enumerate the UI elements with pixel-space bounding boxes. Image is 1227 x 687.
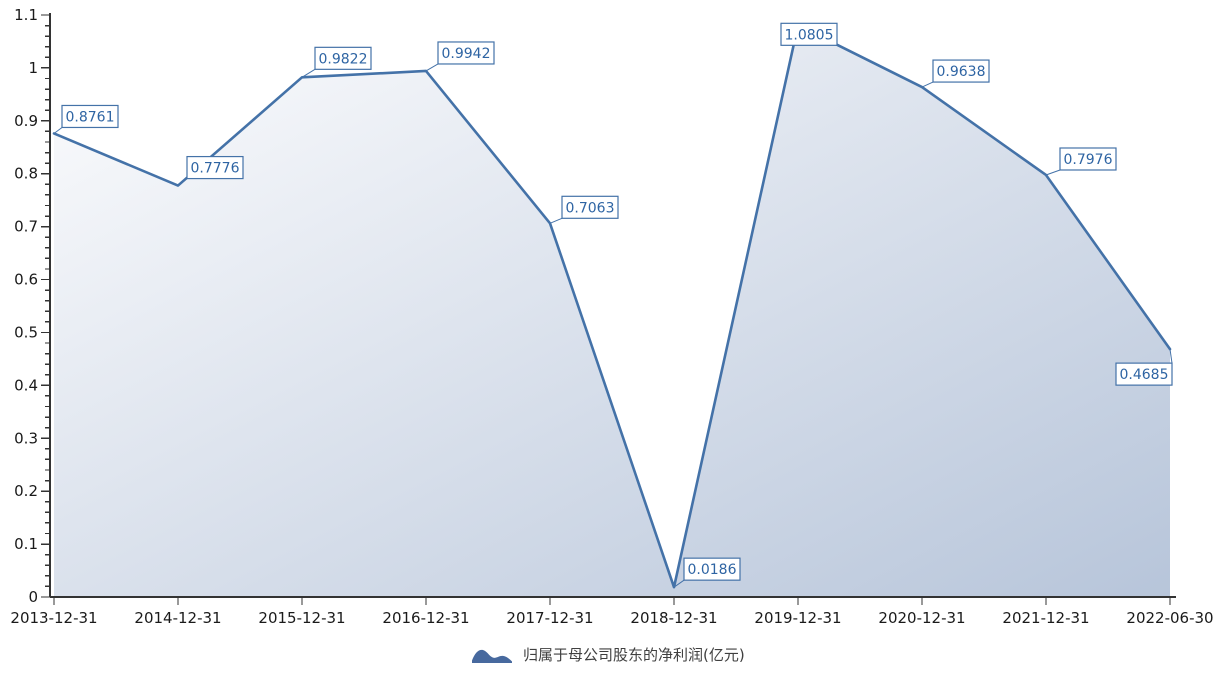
- y-axis-tick-label: 0.5: [14, 323, 38, 341]
- data-label-value: 1.0805: [785, 27, 834, 43]
- x-axis-tick-label: 2022-06-30: [1126, 609, 1213, 627]
- data-label-value: 0.9942: [442, 46, 491, 62]
- y-axis-tick-label: 1.1: [14, 6, 38, 24]
- series-line: [52, 24, 1172, 589]
- data-label-value: 0.9638: [937, 64, 986, 80]
- data-label-box: [1059, 147, 1117, 171]
- y-axis-tick-label: 1: [28, 59, 38, 77]
- data-label-box: [780, 22, 838, 46]
- x-axis-tick-label: 2016-12-31: [382, 609, 469, 627]
- y-axis-tick-label: 0.4: [14, 376, 38, 394]
- y-axis-tick-label: 0.9: [14, 112, 38, 130]
- area-series-icon: [472, 649, 512, 663]
- data-label-value: 0.9822: [319, 51, 368, 67]
- data-label-connector: [549, 217, 563, 224]
- data-label-value: 0.7776: [191, 161, 240, 177]
- legend-label: 归属于母公司股东的净利润(亿元): [523, 646, 745, 664]
- y-axis-tick-label: 0.2: [14, 482, 38, 500]
- data-label-connector: [53, 127, 63, 134]
- chart-canvas[interactable]: 0.8761 0.7776 0.9822 0.9942 0.7063 0.0186 1.08…: [0, 0, 1227, 640]
- data-label-connector: [1045, 169, 1061, 176]
- y-axis-tick-label: 0.3: [14, 429, 38, 447]
- legend[interactable]: 归属于母公司股东的净利润(亿元): [472, 646, 745, 664]
- y-axis-tick-label: 0.7: [14, 218, 38, 236]
- data-label-box: [186, 155, 244, 180]
- data-label-box: [932, 59, 990, 83]
- x-axis-tick-label: 2015-12-31: [258, 609, 345, 627]
- data-label-value: 0.7976: [1064, 152, 1113, 168]
- data-label-connector: [673, 579, 685, 588]
- data-label-box: [1115, 362, 1173, 386]
- x-axis-tick-label: 2017-12-31: [506, 609, 593, 627]
- data-label-value: 0.7063: [566, 200, 615, 216]
- y-axis-tick-label: 0.6: [14, 271, 38, 289]
- data-label-box: [561, 195, 619, 219]
- data-label-box: [61, 104, 119, 129]
- data-label-box: [437, 41, 495, 65]
- x-axis-tick-label: 2020-12-31: [878, 609, 965, 627]
- data-label-box: [683, 557, 741, 581]
- data-label-connector: [1169, 349, 1173, 364]
- data-label-connector: [177, 178, 188, 186]
- x-axis-tick-label: 2018-12-31: [630, 609, 717, 627]
- x-axis-tick-label: 2014-12-31: [134, 609, 221, 627]
- data-label-connector: [921, 81, 934, 88]
- data-label-value: 0.4685: [1120, 367, 1169, 383]
- y-axis-tick-label: 0.1: [14, 535, 38, 553]
- y-axis-tick-label: 0.8: [14, 165, 38, 183]
- data-label-connector: [425, 63, 439, 72]
- data-label-connector: [301, 68, 316, 78]
- data-label-box: [314, 46, 372, 70]
- series-area-fill: [54, 25, 1170, 598]
- data-label-value: 0.8761: [66, 109, 115, 125]
- x-axis-tick-label: 2019-12-31: [754, 609, 841, 627]
- data-label-value: 0.0186: [688, 562, 737, 578]
- x-axis-tick-label: 2021-12-31: [1002, 609, 1089, 627]
- y-axis-tick-label: 0: [28, 588, 38, 606]
- x-axis-tick-label: 2013-12-31: [10, 609, 97, 627]
